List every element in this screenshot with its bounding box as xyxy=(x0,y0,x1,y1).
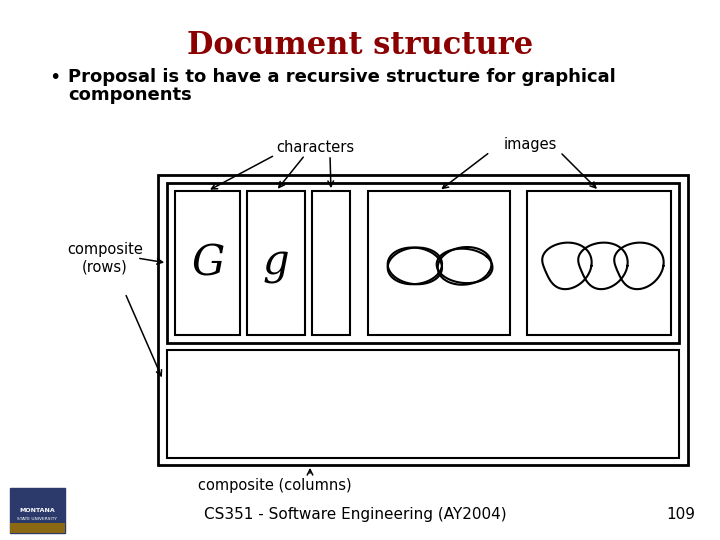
Text: •: • xyxy=(49,68,60,87)
Text: G: G xyxy=(191,242,224,284)
Text: STATE UNIVERSITY: STATE UNIVERSITY xyxy=(17,517,57,521)
Text: composite (columns): composite (columns) xyxy=(198,478,352,493)
Text: Proposal is to have a recursive structure for graphical: Proposal is to have a recursive structur… xyxy=(68,68,616,86)
Bar xyxy=(312,191,350,335)
Text: Document structure: Document structure xyxy=(187,30,533,61)
Text: composite
(rows): composite (rows) xyxy=(67,242,143,274)
Bar xyxy=(158,175,688,465)
Bar xyxy=(247,191,305,335)
Text: components: components xyxy=(68,86,192,104)
Text: g: g xyxy=(263,242,289,284)
Text: CS351 - Software Engineering (AY2004): CS351 - Software Engineering (AY2004) xyxy=(204,507,506,522)
Bar xyxy=(167,350,679,458)
Bar xyxy=(10,488,65,533)
Bar xyxy=(368,191,510,335)
Text: characters: characters xyxy=(276,140,354,155)
Bar xyxy=(167,183,679,343)
Text: 109: 109 xyxy=(666,507,695,522)
Bar xyxy=(10,523,65,533)
Text: MONTANA: MONTANA xyxy=(19,508,55,512)
Bar xyxy=(527,191,671,335)
Bar xyxy=(175,191,240,335)
Text: images: images xyxy=(503,137,557,152)
